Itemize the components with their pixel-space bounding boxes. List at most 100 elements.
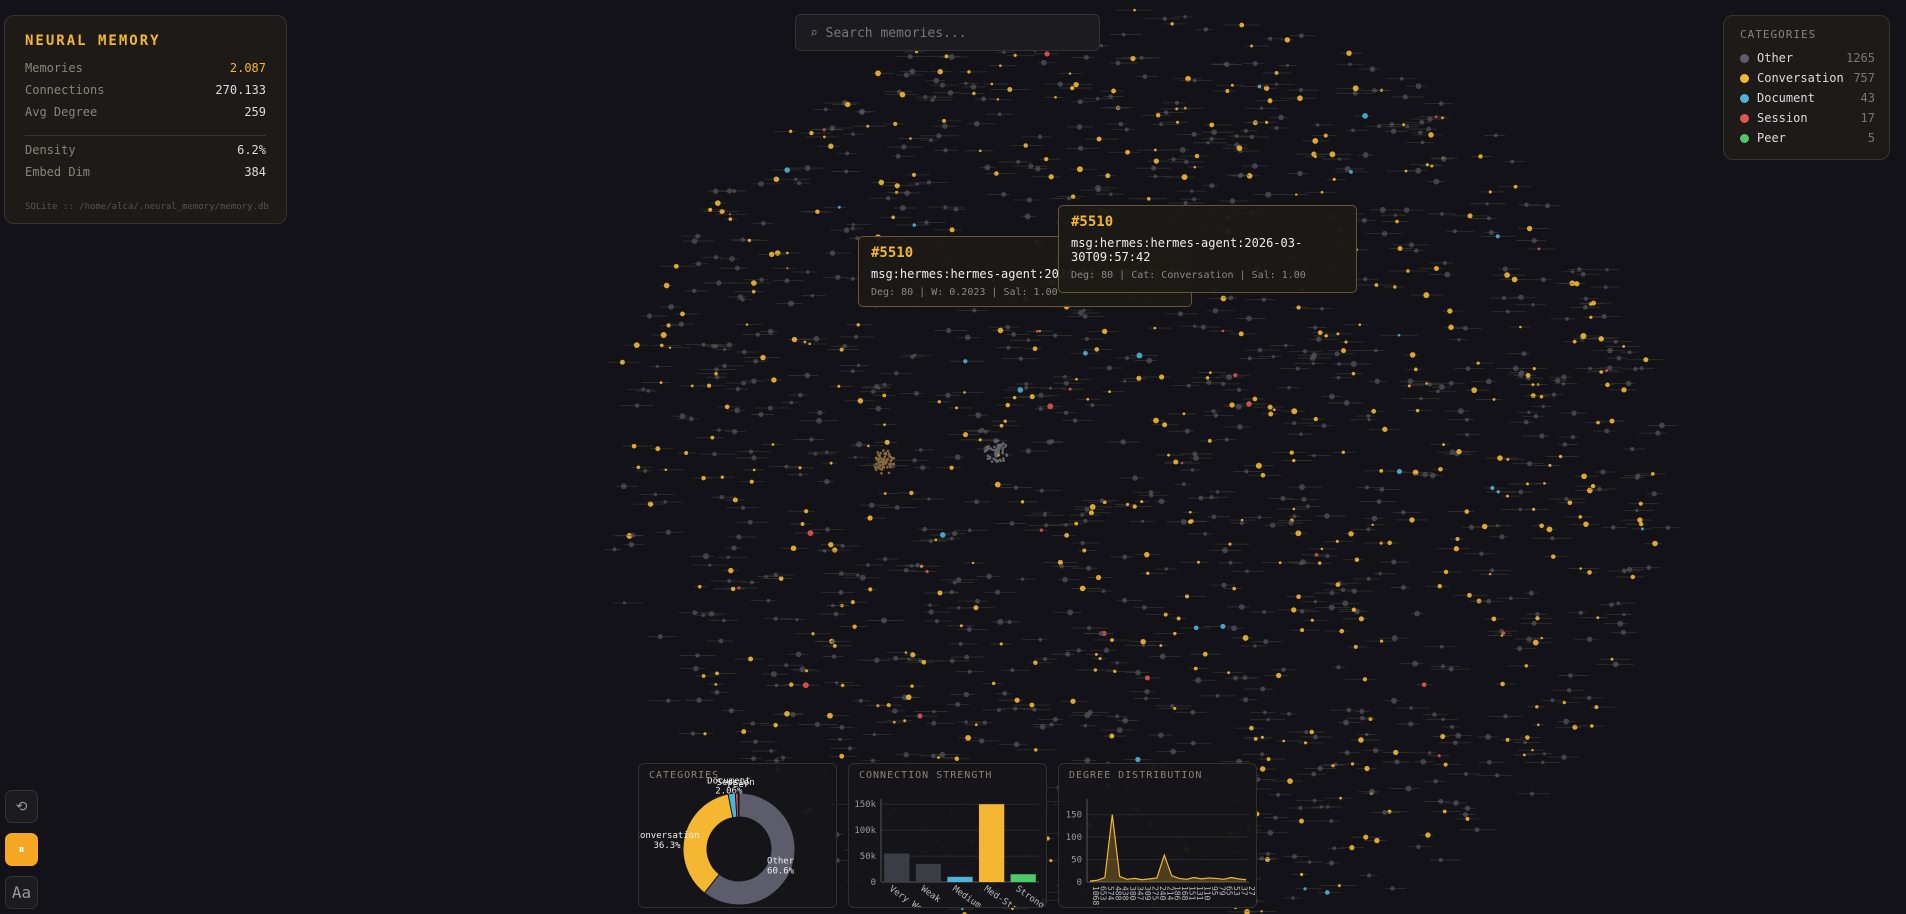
graph-node[interactable] bbox=[1531, 237, 1537, 244]
graph-node[interactable] bbox=[1532, 366, 1536, 371]
graph-node[interactable] bbox=[1146, 571, 1150, 575]
graph-node[interactable] bbox=[840, 683, 845, 688]
graph-node[interactable] bbox=[751, 378, 757, 384]
graph-node[interactable] bbox=[1567, 500, 1573, 506]
graph-node[interactable] bbox=[1261, 297, 1267, 302]
graph-node[interactable] bbox=[1076, 166, 1083, 173]
graph-node[interactable] bbox=[1032, 346, 1038, 352]
graph-node[interactable] bbox=[1310, 618, 1314, 622]
graph-node[interactable] bbox=[1024, 213, 1031, 220]
graph-node[interactable] bbox=[907, 54, 913, 60]
graph-node[interactable] bbox=[1111, 88, 1116, 94]
graph-node[interactable] bbox=[1496, 490, 1500, 494]
graph-node[interactable] bbox=[1625, 380, 1632, 387]
graph-node[interactable] bbox=[1349, 845, 1355, 851]
graph-node[interactable] bbox=[1153, 158, 1159, 164]
graph-node[interactable] bbox=[784, 663, 789, 668]
graph-node[interactable] bbox=[1550, 554, 1556, 559]
graph-node[interactable] bbox=[1613, 339, 1618, 344]
graph-node[interactable] bbox=[1346, 707, 1352, 713]
graph-node[interactable] bbox=[865, 563, 870, 567]
graph-node[interactable] bbox=[1433, 178, 1440, 185]
graph-node[interactable] bbox=[1144, 696, 1148, 701]
graph-node[interactable] bbox=[839, 347, 844, 352]
graph-node[interactable] bbox=[1054, 95, 1057, 99]
graph-node[interactable] bbox=[1577, 267, 1582, 272]
graph-node[interactable] bbox=[1287, 386, 1291, 390]
graph-node[interactable] bbox=[965, 734, 972, 741]
graph-node[interactable] bbox=[1605, 268, 1609, 272]
graph-node[interactable] bbox=[1405, 125, 1410, 129]
graph-node[interactable] bbox=[1637, 517, 1643, 523]
graph-node[interactable] bbox=[643, 468, 648, 474]
graph-node[interactable] bbox=[1603, 285, 1608, 289]
graph-node[interactable] bbox=[1320, 306, 1324, 311]
graph-node[interactable] bbox=[1194, 153, 1200, 159]
graph-node[interactable] bbox=[1486, 598, 1492, 604]
graph-node[interactable] bbox=[1358, 616, 1364, 622]
graph-node[interactable] bbox=[1070, 85, 1075, 91]
graph-node[interactable] bbox=[701, 613, 706, 618]
graph-node[interactable] bbox=[850, 369, 855, 374]
graph-node[interactable] bbox=[978, 149, 982, 153]
graph-node[interactable] bbox=[973, 120, 980, 127]
graph-node[interactable] bbox=[673, 263, 679, 269]
graph-node[interactable] bbox=[1536, 723, 1540, 727]
graph-node[interactable] bbox=[1531, 748, 1534, 752]
graph-node[interactable] bbox=[893, 655, 899, 661]
graph-node[interactable] bbox=[975, 598, 980, 604]
graph-node[interactable] bbox=[1323, 133, 1328, 138]
graph-node[interactable] bbox=[1198, 495, 1204, 501]
graph-node[interactable] bbox=[665, 529, 671, 535]
graph-node[interactable] bbox=[912, 458, 917, 463]
graph-node[interactable] bbox=[1565, 316, 1569, 321]
graph-node[interactable] bbox=[1185, 594, 1190, 599]
graph-node[interactable] bbox=[1193, 666, 1198, 671]
graph-node[interactable] bbox=[1046, 439, 1053, 445]
graph-node[interactable] bbox=[1102, 328, 1108, 335]
graph-node[interactable] bbox=[1298, 88, 1304, 93]
graph-node[interactable] bbox=[1266, 718, 1270, 722]
graph-node[interactable] bbox=[1393, 213, 1398, 217]
graph-node[interactable] bbox=[999, 642, 1003, 646]
graph-node[interactable] bbox=[838, 590, 844, 595]
graph-node[interactable] bbox=[1497, 455, 1503, 461]
graph-node[interactable] bbox=[1372, 747, 1379, 754]
graph-node[interactable] bbox=[1299, 432, 1303, 437]
graph-node[interactable] bbox=[774, 758, 779, 763]
graph-node[interactable] bbox=[1500, 634, 1504, 637]
graph-node[interactable] bbox=[1268, 411, 1274, 417]
graph-node[interactable] bbox=[1192, 324, 1197, 328]
graph-node[interactable] bbox=[1183, 200, 1188, 206]
graph-node[interactable] bbox=[1215, 489, 1220, 494]
graph-node[interactable] bbox=[1159, 122, 1163, 127]
graph-node[interactable] bbox=[1162, 16, 1168, 21]
graph-node[interactable] bbox=[851, 223, 856, 227]
graph-node[interactable] bbox=[1086, 625, 1092, 631]
graph-node[interactable] bbox=[1465, 816, 1470, 821]
graph-node[interactable] bbox=[1329, 819, 1334, 823]
graph-node[interactable] bbox=[875, 405, 882, 412]
graph-node[interactable] bbox=[871, 389, 876, 394]
graph-node[interactable] bbox=[774, 683, 779, 688]
graph-node[interactable] bbox=[1395, 219, 1399, 224]
graph-node[interactable] bbox=[747, 519, 753, 525]
graph-node[interactable] bbox=[1543, 482, 1546, 485]
graph-node[interactable] bbox=[1032, 707, 1037, 712]
graph-node[interactable] bbox=[728, 217, 733, 221]
graph-node[interactable] bbox=[1229, 402, 1235, 408]
graph-node[interactable] bbox=[924, 220, 929, 225]
graph-node[interactable] bbox=[1099, 43, 1104, 48]
graph-node[interactable] bbox=[1493, 133, 1498, 138]
graph-node[interactable] bbox=[1568, 673, 1573, 678]
graph-node[interactable] bbox=[1457, 408, 1464, 414]
graph-node[interactable] bbox=[1190, 189, 1194, 193]
graph-node[interactable] bbox=[1086, 397, 1090, 401]
graph-node[interactable] bbox=[728, 708, 734, 714]
graph-node[interactable] bbox=[1062, 374, 1067, 379]
graph-node[interactable] bbox=[1303, 887, 1307, 891]
graph-node[interactable] bbox=[1524, 664, 1528, 668]
graph-node[interactable] bbox=[1307, 860, 1312, 864]
graph-node[interactable] bbox=[1298, 805, 1303, 811]
graph-node[interactable] bbox=[852, 624, 857, 629]
